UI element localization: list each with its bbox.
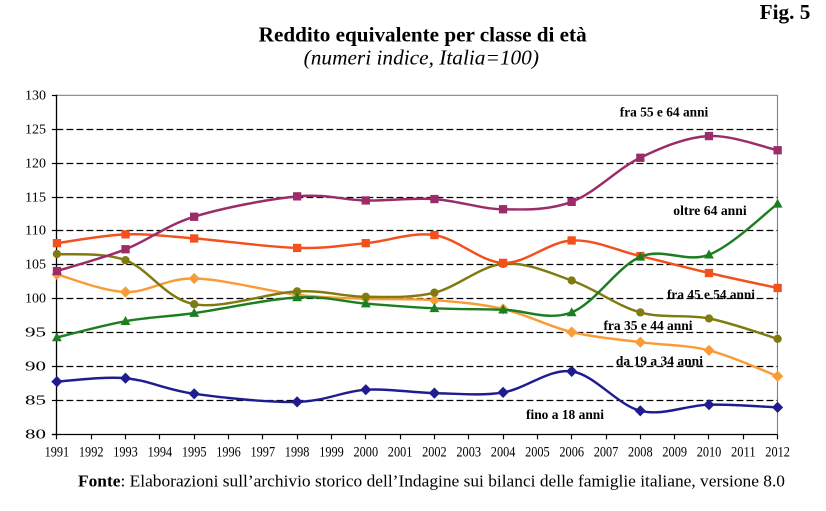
svg-text:2004: 2004 xyxy=(491,445,516,461)
svg-text:125: 125 xyxy=(25,122,46,137)
svg-text:2005: 2005 xyxy=(525,445,550,461)
svg-text:oltre 64 anni: oltre 64 anni xyxy=(673,204,746,219)
svg-text:da 19 a 34 anni: da 19 a 34 anni xyxy=(616,354,703,369)
svg-text:2002: 2002 xyxy=(422,445,447,461)
svg-text:130: 130 xyxy=(25,88,46,103)
svg-text:120: 120 xyxy=(25,156,46,171)
svg-text:fra 45 e 54 anni: fra 45 e 54 anni xyxy=(667,288,755,303)
svg-text:2010: 2010 xyxy=(697,445,722,461)
svg-text:80: 80 xyxy=(25,427,46,442)
svg-text:2011: 2011 xyxy=(731,445,756,461)
svg-text:2001: 2001 xyxy=(388,445,413,461)
svg-text:1995: 1995 xyxy=(182,445,207,461)
svg-text:1994: 1994 xyxy=(148,445,173,461)
svg-text:2007: 2007 xyxy=(594,445,619,461)
svg-text:1993: 1993 xyxy=(113,445,138,461)
svg-text:2003: 2003 xyxy=(456,445,481,461)
svg-text:1996: 1996 xyxy=(216,445,241,461)
svg-text:1998: 1998 xyxy=(285,445,310,461)
svg-text:2008: 2008 xyxy=(628,445,653,461)
svg-text:2006: 2006 xyxy=(559,445,584,461)
svg-text:(numeri indice, Italia=100): (numeri indice, Italia=100) xyxy=(304,46,539,70)
svg-text:85: 85 xyxy=(25,393,46,408)
svg-text:Fonte: Elaborazioni sull’archi: Fonte: Elaborazioni sull’archivio storic… xyxy=(78,471,785,490)
svg-text:Reddito equivalente per classe: Reddito equivalente per classe di età xyxy=(259,23,587,47)
svg-text:1992: 1992 xyxy=(79,445,104,461)
svg-text:100: 100 xyxy=(25,291,46,306)
svg-text:fino a 18 anni: fino a 18 anni xyxy=(526,408,604,423)
svg-text:Fig. 5: Fig. 5 xyxy=(760,0,811,24)
svg-text:2012: 2012 xyxy=(765,445,790,461)
svg-text:1991: 1991 xyxy=(45,445,70,461)
svg-text:fra 55 e 64 anni: fra 55 e 64 anni xyxy=(620,105,709,120)
svg-text:fra 35 e 44 anni: fra 35 e 44 anni xyxy=(603,319,692,334)
svg-text:1997: 1997 xyxy=(251,445,276,461)
svg-text:105: 105 xyxy=(25,257,46,272)
svg-text:2000: 2000 xyxy=(354,445,379,461)
svg-text:2009: 2009 xyxy=(662,445,687,461)
svg-text:90: 90 xyxy=(25,359,46,374)
svg-text:110: 110 xyxy=(25,223,46,238)
svg-text:115: 115 xyxy=(25,190,46,205)
svg-text:1999: 1999 xyxy=(319,445,344,461)
svg-text:95: 95 xyxy=(25,325,46,340)
